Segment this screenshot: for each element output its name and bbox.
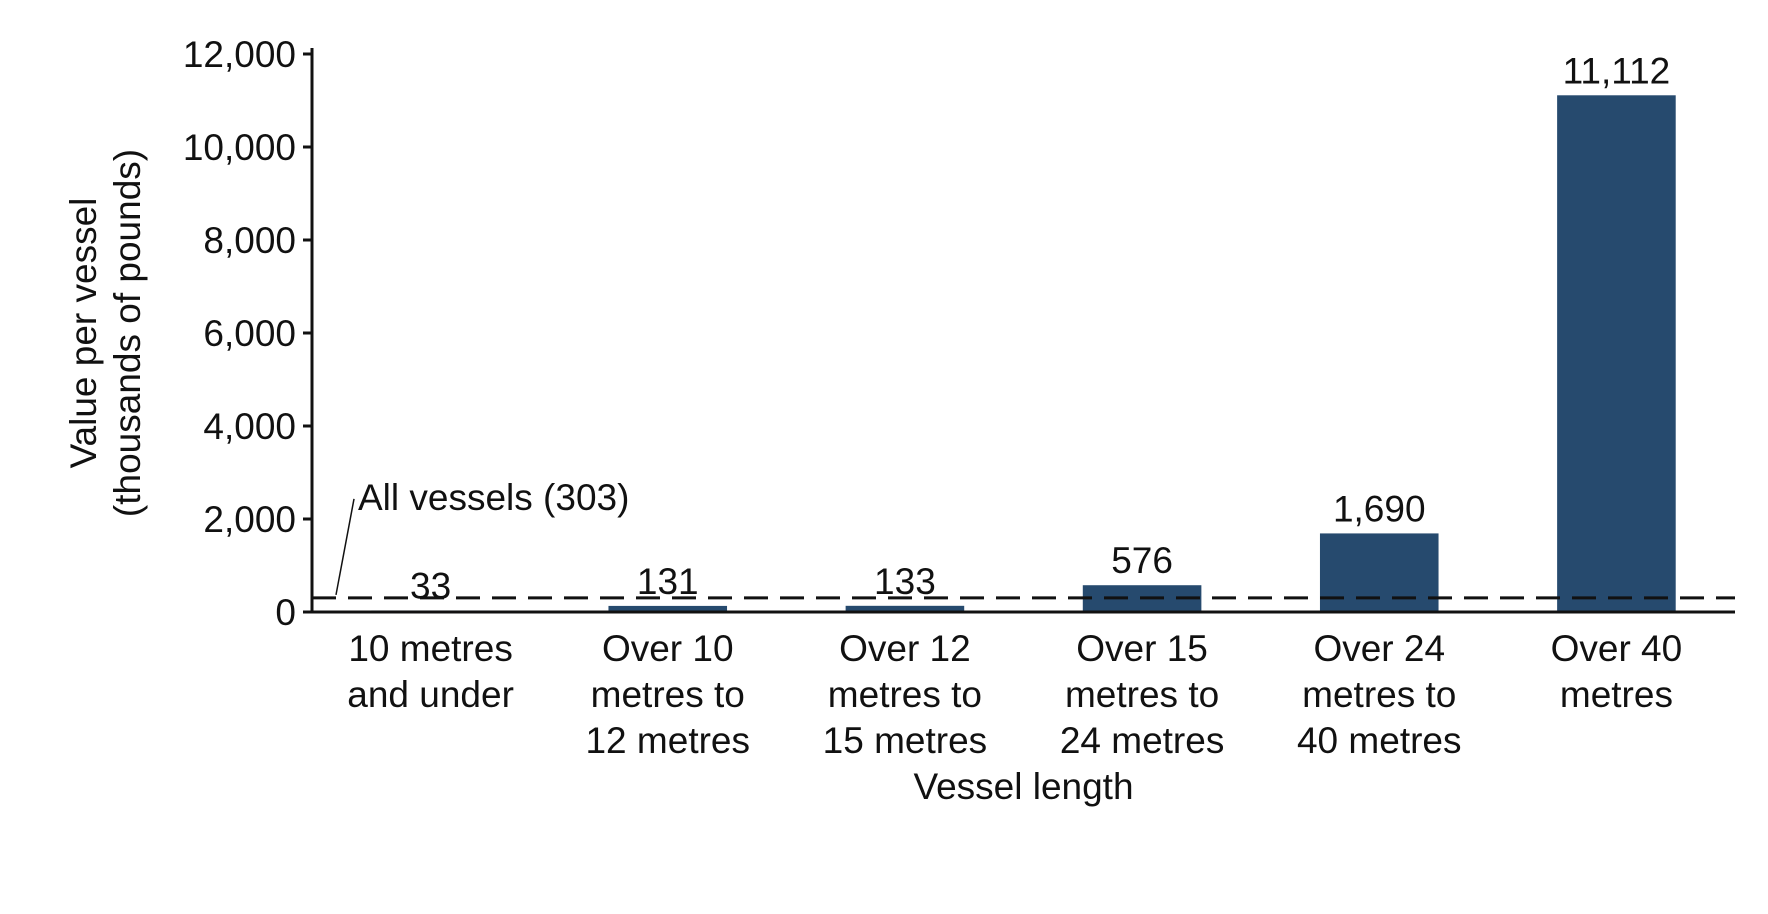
x-tick-label: Over 24 metres to 40 metres <box>1297 628 1462 761</box>
y-axis-title-line: Value per vessel <box>63 198 104 469</box>
x-tick-label-line: Over 15 <box>1076 628 1208 669</box>
x-tick-label-line: metres to <box>591 674 745 715</box>
x-tick-label-line: 10 metres <box>348 628 513 669</box>
y-tick-label: 4,000 <box>203 406 296 447</box>
bar-value-label: 1,690 <box>1333 488 1426 529</box>
y-axis-title: Value per vessel(thousands of pounds) <box>63 149 148 517</box>
x-tick-label: Over 40 metres <box>1551 628 1683 715</box>
x-axis-tick-labels: 10 metres and under Over 10 metres to 12 met… <box>347 628 1682 761</box>
x-tick-label-line: Over 24 <box>1313 628 1445 669</box>
bars <box>371 95 1676 613</box>
x-tick-label-line: metres <box>1560 674 1673 715</box>
x-tick-label-line: metres to <box>1302 674 1456 715</box>
x-axis-title: Vessel length <box>913 766 1133 807</box>
x-tick-label: 10 metres and under <box>347 628 514 715</box>
bar <box>1557 95 1676 613</box>
y-tick-label: 2,000 <box>203 499 296 540</box>
reference-line-group: All vessels (303) <box>312 477 1735 600</box>
y-axis-title-line: (thousands of pounds) <box>107 149 148 517</box>
value-labels: 33 131 133 576 1,690 11,112 <box>410 50 1670 606</box>
y-tick-label: 0 <box>275 592 296 633</box>
bar-value-label: 33 <box>410 565 451 606</box>
y-tick-label: 10,000 <box>183 127 296 168</box>
x-tick-label-line: Over 40 <box>1551 628 1683 669</box>
bar <box>1319 533 1439 612</box>
bar-value-label: 576 <box>1111 540 1173 581</box>
bar-value-label: 131 <box>637 561 699 602</box>
bar-value-label: 11,112 <box>1563 50 1671 91</box>
y-tick-label: 12,000 <box>183 34 296 75</box>
x-tick-label: Over 10 metres to 12 metres <box>585 628 750 761</box>
y-tick-label: 6,000 <box>203 313 296 354</box>
x-tick-label-line: 24 metres <box>1060 720 1225 761</box>
x-tick-label-line: 15 metres <box>823 720 988 761</box>
x-tick-label-line: Over 10 <box>602 628 734 669</box>
x-tick-label-line: metres to <box>828 674 982 715</box>
y-tick-label: 8,000 <box>203 220 296 261</box>
x-tick-label: Over 15 metres to 24 metres <box>1060 628 1225 761</box>
bar <box>845 605 965 612</box>
x-tick-label-line: Over 12 <box>839 628 971 669</box>
x-tick-label: Over 12 metres to 15 metres <box>823 628 988 761</box>
x-tick-label-line: 12 metres <box>585 720 750 761</box>
x-tick-label-line: metres to <box>1065 674 1219 715</box>
bar-value-label: 133 <box>874 561 936 602</box>
x-tick-label-line: and under <box>347 674 514 715</box>
bar <box>608 605 728 612</box>
y-axis-ticks: 0 2,000 4,000 6,000 8,000 10,000 12,000 <box>183 34 312 633</box>
reference-label-leader <box>335 498 355 596</box>
x-tick-label-line: 40 metres <box>1297 720 1462 761</box>
reference-line-label: All vessels (303) <box>358 477 629 518</box>
